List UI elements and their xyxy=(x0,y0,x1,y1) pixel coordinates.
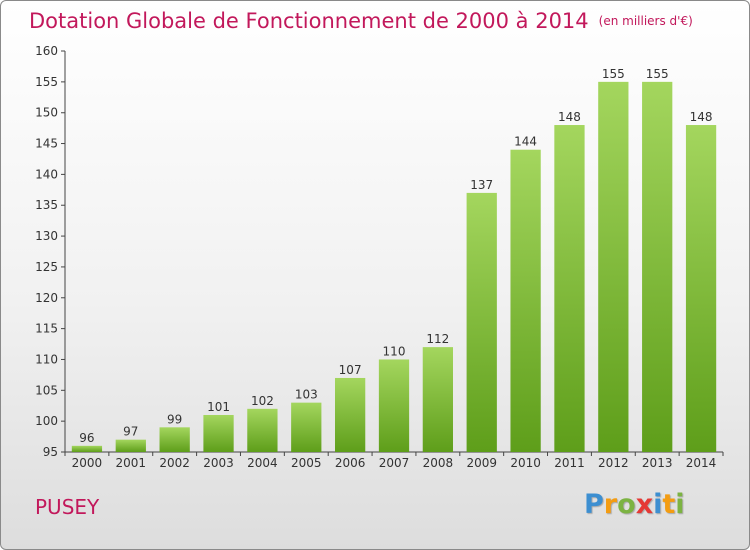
bar xyxy=(203,414,234,452)
data-label: 137 xyxy=(470,178,493,192)
y-tick-label: 145 xyxy=(35,137,58,151)
y-tick-label: 125 xyxy=(35,260,58,274)
y-tick-label: 95 xyxy=(43,445,58,459)
y-tick-label: 110 xyxy=(35,352,58,366)
bar xyxy=(334,377,366,452)
data-label: 148 xyxy=(690,110,713,124)
x-tick-label: 2014 xyxy=(686,456,717,470)
proxiti-logo: Proxiti xyxy=(584,489,685,520)
bar xyxy=(466,192,497,452)
x-tick-label: 2006 xyxy=(335,456,366,470)
x-tick-label: 2003 xyxy=(203,456,234,470)
x-tick-label: 2013 xyxy=(642,456,673,470)
y-tick-label: 105 xyxy=(35,383,58,397)
y-tick-label: 135 xyxy=(35,198,58,212)
x-tick-label: 2010 xyxy=(510,456,541,470)
data-label: 155 xyxy=(602,67,625,81)
x-tick-label: 2009 xyxy=(466,456,497,470)
x-tick-label: 2008 xyxy=(423,456,454,470)
data-label: 112 xyxy=(426,332,449,346)
bar xyxy=(378,359,410,452)
bar xyxy=(159,427,190,452)
bar xyxy=(685,125,717,453)
data-label: 110 xyxy=(383,344,406,358)
bar xyxy=(115,439,146,452)
x-tick-label: 2002 xyxy=(159,456,190,470)
x-tick-label: 2000 xyxy=(72,456,103,470)
data-label: 155 xyxy=(646,67,669,81)
data-label: 102 xyxy=(251,394,274,408)
y-tick-label: 155 xyxy=(35,75,58,89)
y-tick-label: 130 xyxy=(35,229,58,243)
bar xyxy=(247,408,278,452)
commune-name: PUSEY xyxy=(35,495,100,519)
bar xyxy=(510,149,541,452)
title-text: Dotation Globale de Fonctionnement de 20… xyxy=(29,9,589,33)
x-tick-label: 2005 xyxy=(291,456,322,470)
x-tick-label: 2007 xyxy=(379,456,410,470)
y-tick-label: 160 xyxy=(35,44,58,58)
x-tick-label: 2004 xyxy=(247,456,278,470)
bar xyxy=(554,125,585,453)
x-tick-label: 2011 xyxy=(554,456,585,470)
data-label: 99 xyxy=(167,412,182,426)
y-tick-label: 140 xyxy=(35,167,58,181)
data-label: 97 xyxy=(123,425,138,439)
bar xyxy=(422,347,454,452)
y-tick-label: 120 xyxy=(35,291,58,305)
data-label: 101 xyxy=(207,400,230,414)
bar xyxy=(598,81,629,452)
data-label: 96 xyxy=(79,431,94,445)
chart-subtitle: (en milliers d'€) xyxy=(598,14,693,28)
bar xyxy=(642,81,673,452)
x-tick-label: 2001 xyxy=(116,456,147,470)
bar xyxy=(291,402,322,452)
y-tick-label: 150 xyxy=(35,106,58,120)
y-tick-label: 115 xyxy=(35,322,58,336)
data-label: 107 xyxy=(339,363,362,377)
y-tick-label: 100 xyxy=(35,414,58,428)
bar xyxy=(71,445,103,452)
data-label: 148 xyxy=(558,110,581,124)
data-label: 103 xyxy=(295,388,318,402)
data-label: 144 xyxy=(514,135,537,149)
chart-title: Dotation Globale de Fonctionnement de 20… xyxy=(29,9,693,33)
x-tick-label: 2012 xyxy=(598,456,629,470)
